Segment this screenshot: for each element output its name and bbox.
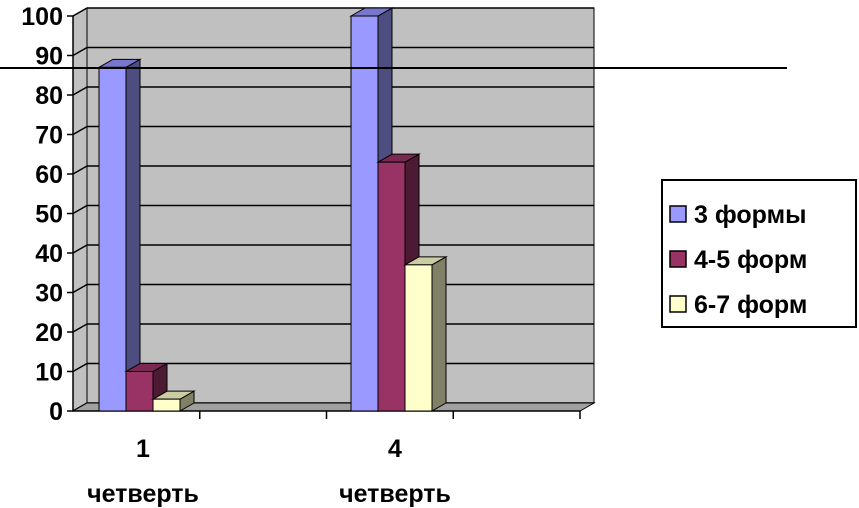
bars — [97, 7, 448, 412]
bar — [377, 161, 406, 412]
x-category-label: четверть — [339, 480, 451, 508]
x-category-label: четверть — [87, 480, 199, 508]
legend-label: 6-7 форм — [694, 291, 807, 319]
gridline-side — [72, 204, 88, 215]
x-category-label: 4 — [388, 435, 402, 463]
bar — [98, 66, 127, 412]
bar — [404, 264, 433, 412]
bar — [125, 371, 154, 412]
y-tick-label: 90 — [35, 43, 63, 71]
bar-side — [125, 58, 141, 412]
legend-label: 4-5 форм — [694, 246, 807, 274]
bar-side — [431, 255, 447, 412]
gridline-side — [72, 165, 88, 175]
y-tick-label: 100 — [21, 3, 63, 31]
bar — [350, 15, 379, 412]
x-category-label: 1 — [136, 435, 150, 463]
legend-swatch — [669, 250, 687, 268]
gridline-side — [72, 283, 88, 294]
legend-box — [661, 179, 857, 328]
gridline-side — [72, 362, 88, 373]
y-tick-label: 10 — [35, 359, 63, 387]
y-tick-label: 30 — [35, 280, 63, 308]
gridline-side — [72, 46, 88, 57]
y-tick-label: 40 — [35, 240, 63, 268]
legend-swatch — [669, 205, 687, 223]
y-tick-label: 0 — [49, 398, 63, 426]
legend-label: 3 формы — [694, 201, 806, 229]
axis-labels: 0 10 20 30 40 50 60 70 80 90 100 1 четверть 4 четверть — [21, 3, 451, 508]
gridline-side — [72, 7, 88, 17]
y-tick-label: 80 — [35, 82, 63, 110]
y-tick-label: 70 — [35, 122, 63, 150]
gridline-side — [72, 323, 88, 333]
legend: 3 формы 4-5 форм 6-7 форм — [661, 179, 857, 328]
bar — [152, 398, 181, 412]
gridlines — [72, 7, 594, 412]
gridline-side — [72, 125, 88, 136]
y-tick-label: 60 — [35, 161, 63, 189]
gridline-side — [72, 86, 88, 96]
gridline-side — [72, 244, 88, 254]
legend-swatch — [669, 295, 687, 313]
y-tick-label: 50 — [35, 201, 63, 229]
y-tick-label: 20 — [35, 319, 63, 347]
